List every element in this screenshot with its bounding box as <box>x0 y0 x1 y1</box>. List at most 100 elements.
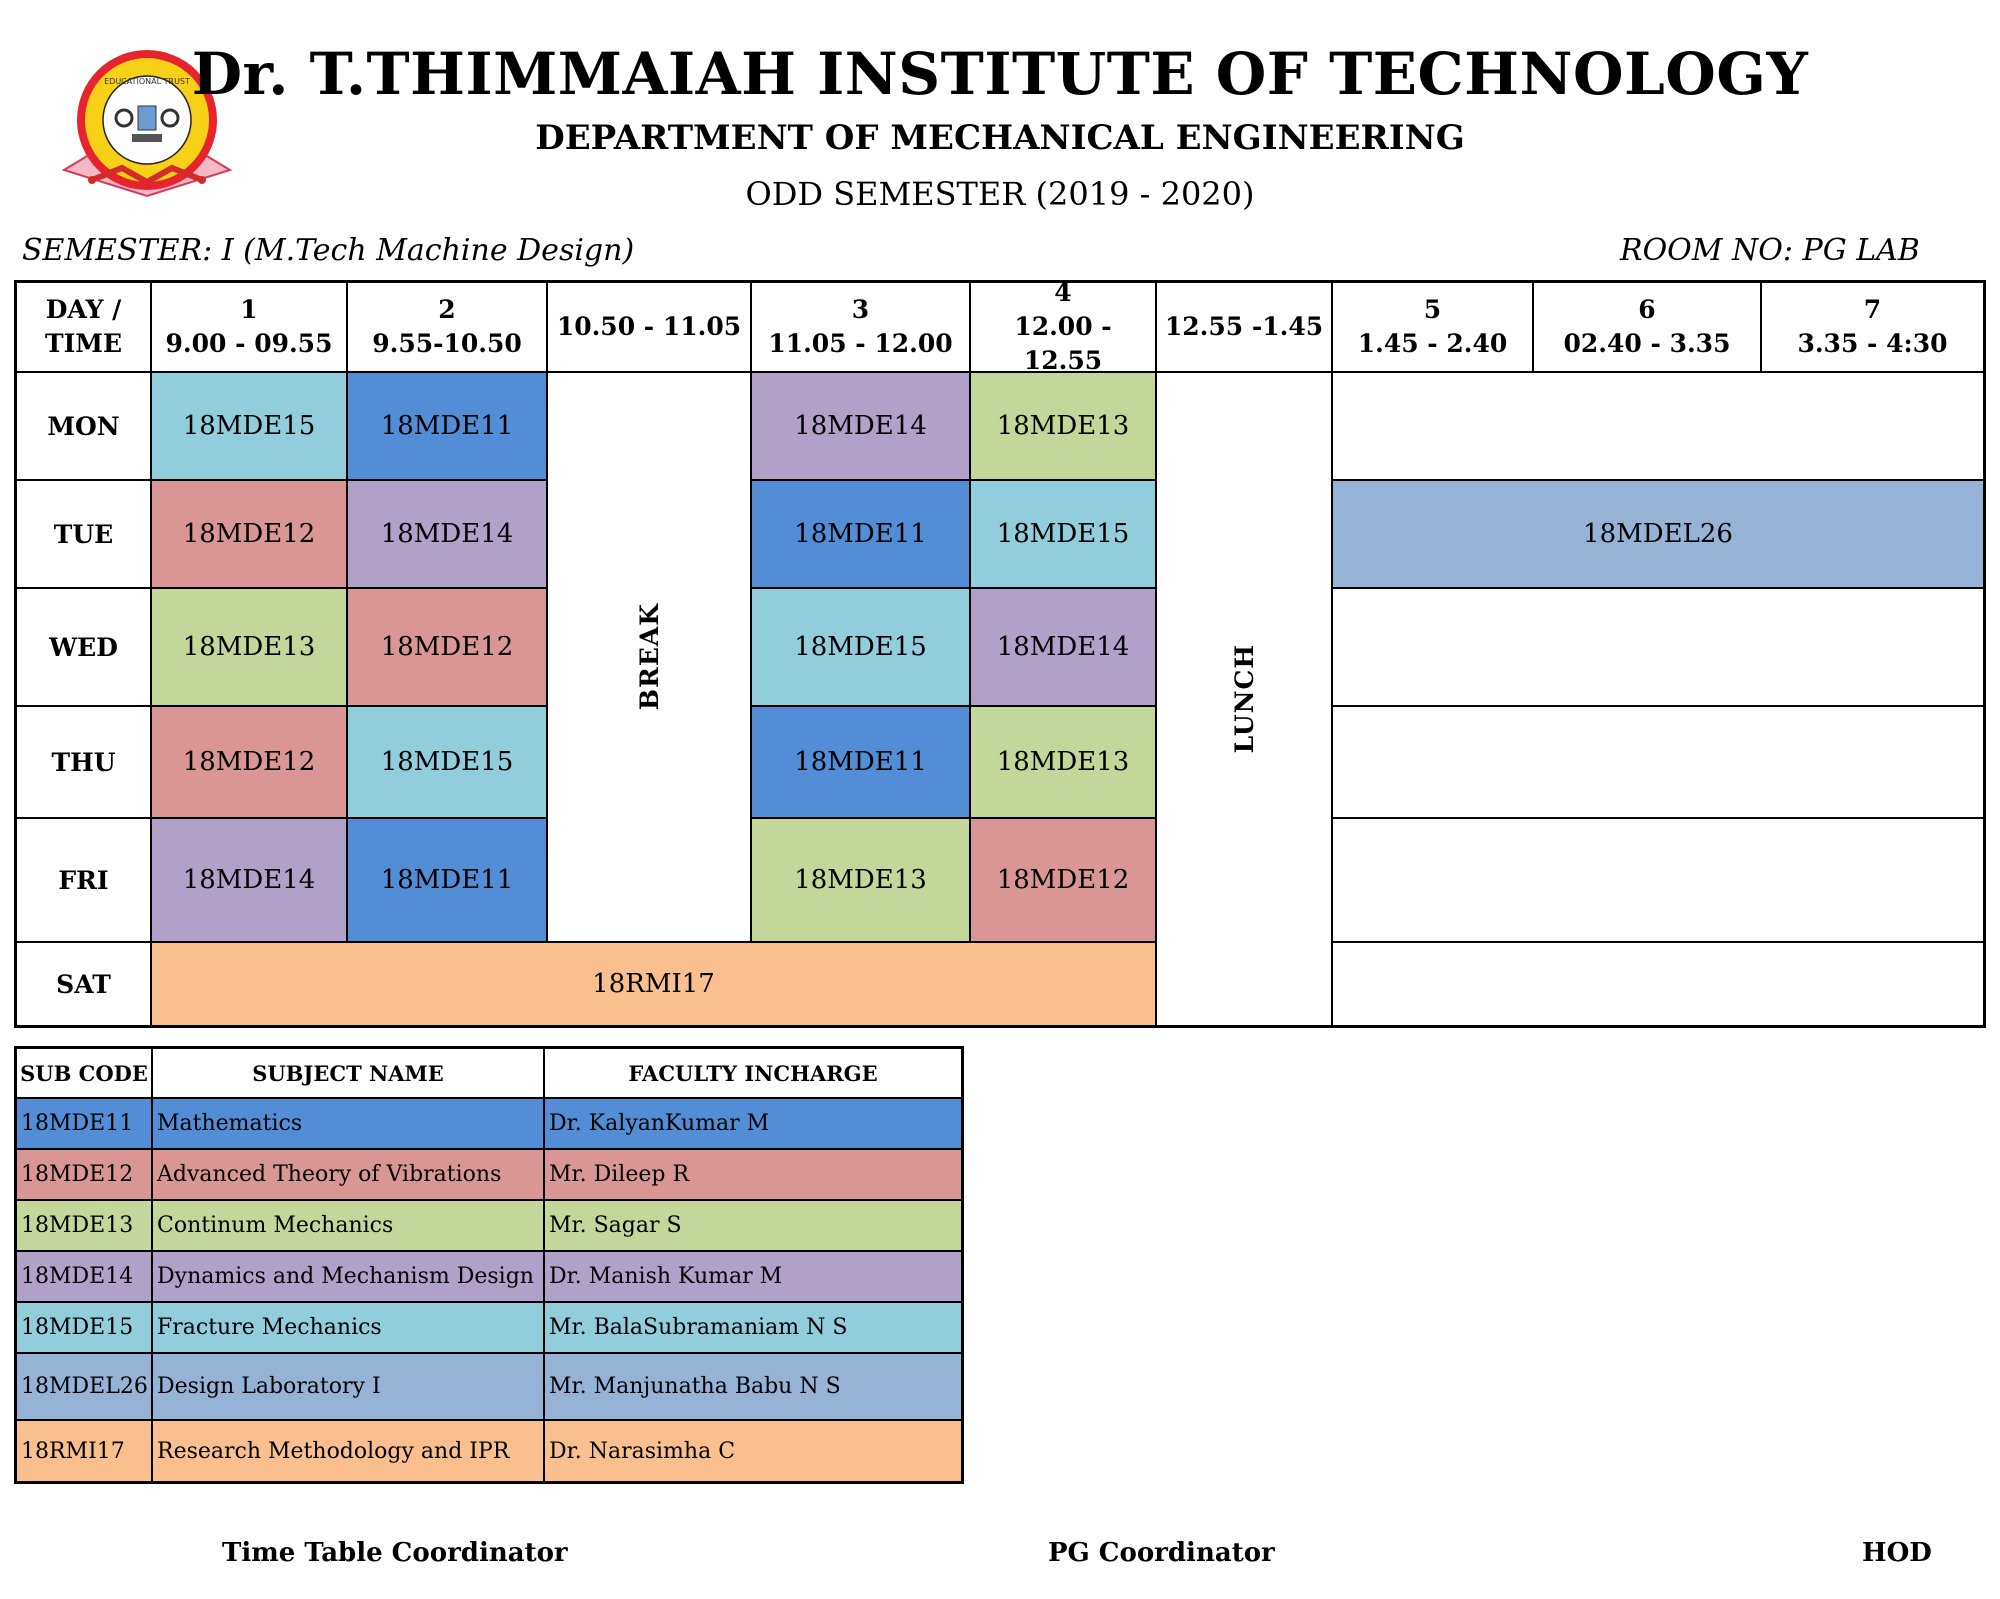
semester-line: SEMESTER: I (M.Tech Machine Design) <box>22 233 635 268</box>
legend-row: 18MDE15 Fracture Mechanics Mr. BalaSubra… <box>17 1303 961 1354</box>
signature-pg-coordinator: PG Coordinator <box>1048 1538 1275 1568</box>
legend-code: 18RMI17 <box>17 1421 153 1481</box>
period-header: 12.55 -1.45 <box>1157 283 1333 373</box>
legend-subject: Continum Mechanics <box>153 1201 545 1250</box>
period-header: 3 11.05 - 12.00 <box>752 283 971 373</box>
class-cell: 18MDE11 <box>752 707 971 819</box>
period-time: 3.35 - 4:30 <box>1797 329 1948 358</box>
period-time: 02.40 - 3.35 <box>1563 329 1731 358</box>
period-number: 6 <box>1638 295 1656 324</box>
period-time: 11.05 - 12.00 <box>768 329 953 358</box>
legend-header-code: SUB CODE <box>17 1049 153 1097</box>
break-label: BREAK <box>634 603 664 711</box>
semester-title: ODD SEMESTER (2019 - 2020) <box>745 175 1255 213</box>
class-cell: 18MDE12 <box>348 589 548 707</box>
legend-faculty: Mr. Dileep R <box>549 1162 690 1187</box>
period-number: 1 <box>240 295 258 324</box>
legend-header-row: SUB CODE SUBJECT NAME FACULTY INCHARGE <box>17 1049 961 1099</box>
lunch-label: LUNCH <box>1229 644 1259 754</box>
period-time: 1.45 - 2.40 <box>1357 329 1508 358</box>
corner-day-label: DAY / <box>45 295 122 324</box>
legend-code: 18MDE15 <box>17 1303 153 1352</box>
period-header: 7 3.35 - 4:30 <box>1762 283 1983 373</box>
afternoon-cell <box>1333 707 1983 819</box>
period-time: 9.55-10.50 <box>372 329 522 358</box>
saturday-class-cell: 18RMI17 <box>152 943 1157 1025</box>
legend-code: 18MDEL26 <box>17 1354 153 1419</box>
period-header: 5 1.45 - 2.40 <box>1333 283 1534 373</box>
legend-subject: Advanced Theory of Vibrations <box>153 1150 545 1199</box>
legend-faculty: Mr. Manjunatha Babu N S <box>549 1374 841 1399</box>
afternoon-cell <box>1333 373 1983 481</box>
legend-header-name: SUBJECT NAME <box>153 1049 545 1097</box>
legend-code: 18MDE13 <box>17 1201 153 1250</box>
timetable: DAY / TIME 1 9.00 - 09.55 2 9.55-10.50 1… <box>14 278 1986 1028</box>
legend-code: 18MDE12 <box>17 1150 153 1199</box>
class-cell: 18MDE12 <box>152 481 348 589</box>
legend-subject: Fracture Mechanics <box>153 1303 545 1352</box>
class-cell: 18MDE14 <box>152 819 348 943</box>
legend-row: 18RMI17 Research Methodology and IPR Dr.… <box>17 1421 961 1481</box>
class-cell: 18MDE14 <box>752 373 971 481</box>
class-cell: 18MDE12 <box>971 819 1157 943</box>
legend-row: 18MDE14 Dynamics and Mechanism Design Dr… <box>17 1252 961 1303</box>
period-time: 12.55 -1.45 <box>1164 312 1324 341</box>
class-cell: 18MDE13 <box>971 707 1157 819</box>
class-cell: 18MDE15 <box>752 589 971 707</box>
period-number: 4 <box>1054 278 1072 307</box>
period-number: 3 <box>851 295 870 324</box>
period-time: 12.00 - 12.55 <box>1014 312 1112 375</box>
day-label: SAT <box>17 943 152 1025</box>
legend-faculty: Mr. BalaSubramaniam N S <box>549 1315 848 1340</box>
corner-time-label: TIME <box>44 329 123 358</box>
legend-subject: Research Methodology and IPR <box>153 1421 545 1481</box>
class-cell: 18MDE15 <box>152 373 348 481</box>
legend-code: 18MDE14 <box>17 1252 153 1301</box>
department-title: DEPARTMENT OF MECHANICAL ENGINEERING <box>535 118 1465 158</box>
day-label: MON <box>17 373 152 481</box>
institute-title: Dr. T.THIMMAIAH INSTITUTE OF TECHNOLOGY <box>191 40 1809 108</box>
class-cell: 18MDE11 <box>752 481 971 589</box>
legend-code: 18MDE11 <box>17 1099 153 1148</box>
period-time: 10.50 - 11.05 <box>556 312 742 341</box>
legend-row: 18MDE13 Continum Mechanics Mr. Sagar S <box>17 1201 961 1252</box>
legend-subject: Mathematics <box>153 1099 545 1148</box>
period-number: 2 <box>438 295 456 324</box>
class-cell: 18MDE13 <box>971 373 1157 481</box>
legend-header-faculty: FACULTY INCHARGE <box>628 1060 878 1086</box>
lab-cell: 18MDEL26 <box>1333 481 1983 589</box>
afternoon-cell <box>1333 589 1983 707</box>
day-label: THU <box>17 707 152 819</box>
legend-row: 18MDEL26 Design Laboratory I Mr. Manjuna… <box>17 1354 961 1421</box>
break-column: BREAK <box>548 373 752 943</box>
legend-faculty: Dr. KalyanKumar M <box>549 1111 770 1136</box>
svg-text:EDUCATIONAL TRUST: EDUCATIONAL TRUST <box>104 77 190 86</box>
class-cell: 18MDE14 <box>971 589 1157 707</box>
legend-faculty: Dr. Narasimha C <box>549 1438 736 1464</box>
legend-subject: Dynamics and Mechanism Design <box>153 1252 545 1301</box>
period-header: 1 9.00 - 09.55 <box>152 283 348 373</box>
corner-header: DAY / TIME <box>17 283 152 373</box>
period-header: 4 12.00 - 12.55 <box>971 278 1157 375</box>
class-cell: 18MDE15 <box>348 707 548 819</box>
class-cell: 18MDE13 <box>152 589 348 707</box>
afternoon-cell <box>1333 943 1983 1025</box>
period-header: 6 02.40 - 3.35 <box>1534 283 1762 373</box>
period-number: 5 <box>1423 295 1442 324</box>
class-cell: 18MDE15 <box>971 481 1157 589</box>
room-line: ROOM NO: PG LAB <box>1620 233 1920 268</box>
class-cell: 18MDE13 <box>752 819 971 943</box>
signature-timetable-coordinator: Time Table Coordinator <box>222 1538 568 1568</box>
class-cell: 18MDE11 <box>348 819 548 943</box>
period-time: 9.00 - 09.55 <box>165 329 333 358</box>
lunch-column: LUNCH <box>1157 373 1333 1025</box>
legend-faculty: Mr. Sagar S <box>549 1213 682 1238</box>
day-label: FRI <box>17 819 152 943</box>
period-header: 2 9.55-10.50 <box>348 283 548 373</box>
day-label: TUE <box>17 481 152 589</box>
subject-legend: SUB CODE SUBJECT NAME FACULTY INCHARGE 1… <box>14 1046 964 1484</box>
class-cell: 18MDE11 <box>348 373 548 481</box>
period-number: 7 <box>1863 295 1882 324</box>
class-cell: 18MDE14 <box>348 481 548 589</box>
afternoon-cell <box>1333 819 1983 943</box>
